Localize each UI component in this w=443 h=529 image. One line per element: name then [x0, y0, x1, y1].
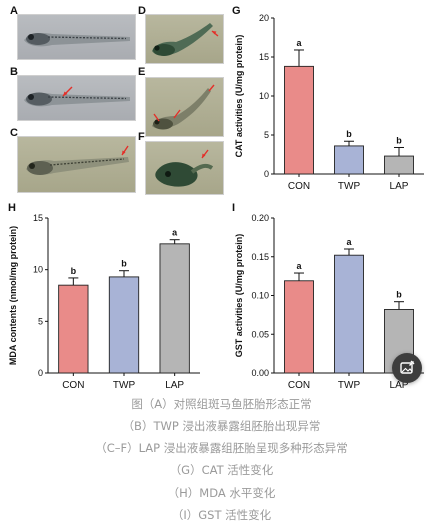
panel-letter-c: C: [10, 127, 18, 139]
y-tick-label: 0: [264, 169, 269, 179]
zebrafish-larva-lap-3: [152, 84, 215, 130]
zebrafish-larva-lap-2: [152, 23, 219, 56]
significance-label: b: [396, 290, 402, 300]
significance-label: a: [172, 228, 178, 238]
caption-line-6: （I）GST 活性变化: [171, 508, 272, 522]
image-edit-icon: [400, 360, 415, 374]
significance-label: b: [346, 129, 352, 139]
panel-letter-g: G: [232, 5, 241, 17]
y-tick-label: 10: [259, 91, 269, 101]
photo-panel-a: [17, 14, 136, 60]
significance-label: b: [71, 266, 77, 276]
bar-con: [58, 284, 89, 374]
y-tick-label: 0: [38, 368, 43, 378]
panel-letter-h: H: [8, 202, 16, 214]
y-tick-label: 10: [33, 265, 43, 275]
panel-letter-i: I: [232, 202, 236, 214]
y-tick-label: 0.00: [251, 368, 269, 378]
x-tick-label: CON: [288, 380, 310, 391]
significance-label: a: [346, 237, 352, 247]
caption-line-5: （H）MDA 水平变化: [167, 486, 276, 500]
panel-letter-f: F: [138, 131, 145, 143]
panel-letter-d: D: [138, 5, 146, 17]
x-tick-label: LAP: [165, 380, 184, 391]
y-axis-label: GST activities (U/mg protein): [234, 234, 244, 358]
x-tick-label: TWP: [338, 181, 361, 192]
cat-activity-chart: CAT activities (U/mg protein) 0 5 10 15 20 a CO…: [234, 13, 424, 192]
panel-letter-e: E: [138, 66, 146, 78]
zebrafish-larva-lap-4: [155, 149, 214, 187]
mda-content-chart: MDA contents (nmol/mg protein) 0 5 10 15 b CON…: [8, 213, 200, 391]
y-tick-label: 15: [33, 213, 43, 223]
image-edit-button[interactable]: [392, 353, 422, 383]
y-tick-label: 20: [259, 13, 269, 23]
photo-panel-c: [17, 136, 136, 193]
y-axis-label: MDA contents (nmol/mg protein): [8, 226, 18, 365]
y-tick-label: 0.15: [251, 252, 269, 262]
bar-lap: [384, 155, 414, 175]
photo-panel-b: [17, 75, 136, 121]
photo-panel-e: [145, 77, 224, 137]
x-tick-label: CON: [288, 181, 310, 192]
y-tick-label: 0.05: [251, 329, 269, 339]
x-tick-label: TWP: [113, 380, 136, 391]
panel-letter-a: A: [10, 5, 18, 17]
bar-con: [284, 65, 314, 175]
arrow-icon: [153, 113, 160, 122]
y-tick-label: 0.20: [251, 213, 269, 223]
bar-twp: [108, 276, 140, 374]
gst-activity-chart: GST activities (U/mg protein) 0.00 0.05 0.1…: [234, 213, 424, 391]
y-tick-label: 0.10: [251, 291, 269, 301]
caption-line-3: （C–F）LAP 浸出液暴露组胚胎呈现多种形态异常: [95, 441, 348, 455]
y-tick-label: 15: [259, 52, 269, 62]
bar-twp: [334, 254, 364, 374]
x-tick-label: LAP: [390, 380, 409, 391]
arrow-icon: [173, 109, 181, 119]
x-tick-label: TWP: [338, 380, 361, 391]
x-tick-label: LAP: [390, 181, 409, 192]
zebrafish-larva-normal: [24, 33, 130, 47]
arrow-icon: [208, 84, 215, 92]
photo-panel-f: [145, 141, 224, 195]
caption-line-4: （G）CAT 活性变化: [169, 463, 274, 477]
y-axis-label: CAT activities (U/mg protein): [234, 35, 244, 158]
x-tick-label: CON: [62, 380, 84, 391]
photo-panel-d: [145, 14, 224, 64]
y-tick-label: 5: [38, 316, 43, 326]
y-tick-label: 5: [264, 130, 269, 140]
significance-label: a: [296, 261, 302, 271]
bar-twp: [334, 145, 364, 175]
panel-letter-b: B: [10, 66, 18, 78]
bar-lap: [159, 243, 190, 374]
caption-line-1: 图（A）对照组斑马鱼胚胎形态正常: [131, 397, 312, 411]
significance-label: b: [121, 259, 127, 269]
caption-line-2: （B）TWP 浸出液暴露组胚胎出现异常: [122, 419, 321, 433]
zebrafish-larva-twp: [24, 86, 130, 107]
zebrafish-larva-lap-1: [26, 145, 129, 175]
significance-label: b: [396, 135, 402, 145]
significance-label: a: [296, 38, 302, 48]
bar-con: [284, 280, 314, 374]
